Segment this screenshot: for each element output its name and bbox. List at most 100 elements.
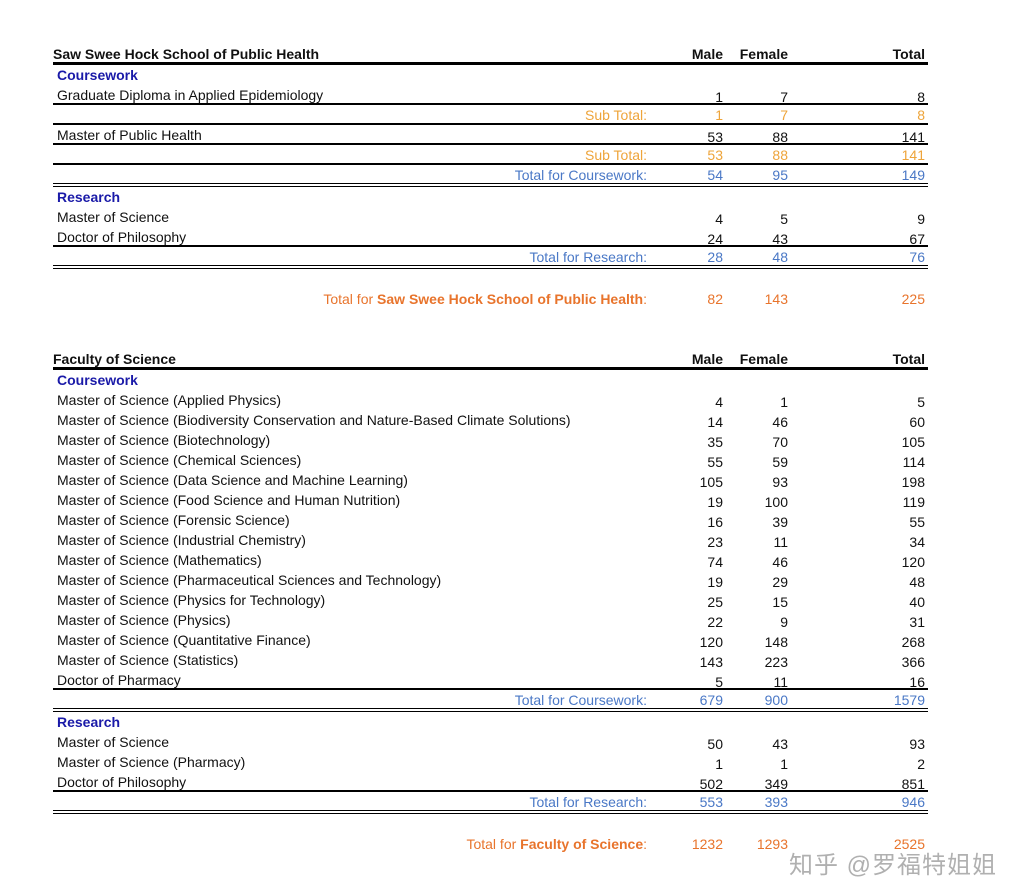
- total-count: 2: [917, 756, 925, 772]
- table-row: Master of Science (Forensic Science) 16 39…: [53, 510, 928, 530]
- row-label: Master of Science (Mathematics): [57, 552, 262, 568]
- female-count: 11: [773, 534, 788, 550]
- table-row: Master of Science (Chemical Sciences) 55 5…: [53, 450, 928, 470]
- total-count: 119: [902, 494, 925, 510]
- table-row: Graduate Diploma in Applied Epidemiology…: [53, 85, 928, 105]
- table-row: Master of Science (Applied Physics) 4 1 5: [53, 390, 928, 410]
- grand-suffix: :: [643, 291, 647, 307]
- table-row: Doctor of Philosophy 502 349 851: [53, 772, 928, 792]
- grand-female: 1293: [756, 836, 788, 852]
- row-label: Total for Research:: [529, 794, 648, 810]
- row-label: Master of Science (Physics for Technolog…: [57, 592, 326, 608]
- male-count: 553: [699, 794, 723, 810]
- table-row: Master of Science (Biodiversity Conserva…: [53, 410, 928, 430]
- row-label: Master of Science (Physics): [57, 612, 231, 628]
- total-count: 8: [917, 89, 925, 105]
- grand-prefix: Total for: [323, 291, 378, 307]
- subtotal-row: Sub Total: 1 7 8: [53, 105, 928, 125]
- grand-total: 225: [901, 291, 925, 307]
- row-label: Total for Research:: [529, 249, 648, 265]
- section-label: Coursework: [57, 372, 138, 388]
- male-count: 14: [707, 414, 723, 430]
- male-count: 143: [699, 654, 723, 670]
- female-count: 393: [764, 794, 788, 810]
- grand-total-label: Total for Saw Swee Hock School of Public…: [53, 289, 649, 309]
- col-male: Male: [691, 46, 723, 62]
- table-row: Doctor of Pharmacy 5 11 16: [53, 670, 928, 690]
- male-count: 120: [699, 634, 723, 650]
- grand-total: 2525: [893, 836, 925, 852]
- female-count: 5: [780, 211, 788, 227]
- row-label: Graduate Diploma in Applied Epidemiology: [57, 87, 324, 103]
- grand-total-label: Total for Faculty of Science:: [53, 834, 649, 854]
- enrolment-tables: Saw Swee Hock School of Public Health Mal…: [53, 44, 928, 894]
- table-row: Master of Science (Pharmaceutical Scienc…: [53, 570, 928, 590]
- table-row: Master of Science (Data Science and Mach…: [53, 470, 928, 490]
- female-count: 95: [772, 167, 788, 183]
- faculty-title: Saw Swee Hock School of Public Health: [53, 46, 320, 62]
- total-count: 851: [901, 776, 925, 792]
- total-row: Total for Coursework: 54 95 149: [53, 165, 928, 187]
- total-count: 198: [901, 474, 925, 490]
- female-count: 223: [764, 654, 788, 670]
- female-count: 15: [772, 594, 788, 610]
- female-count: 59: [772, 454, 788, 470]
- total-row: Total for Coursework: 679 900 1579: [53, 690, 928, 712]
- row-label: Master of Science (Forensic Science): [57, 512, 290, 528]
- row-label: Master of Science (Food Science and Huma…: [57, 492, 401, 508]
- female-count: 39: [772, 514, 788, 530]
- grand-faculty-name: Faculty of Science: [520, 836, 644, 852]
- female-count: 9: [780, 614, 788, 630]
- row-label: Total for Coursework:: [514, 692, 647, 708]
- male-count: 22: [707, 614, 723, 630]
- male-count: 53: [707, 147, 723, 163]
- female-count: 43: [772, 231, 788, 247]
- total-count: 114: [902, 454, 925, 470]
- total-count: 268: [901, 634, 925, 650]
- male-count: 54: [707, 167, 723, 183]
- female-count: 48: [772, 249, 788, 265]
- table-row: Master of Science 4 5 9: [53, 207, 928, 227]
- total-count: 141: [901, 129, 925, 145]
- table-row: Master of Science 50 43 93: [53, 732, 928, 752]
- row-label: Master of Science (Chemical Sciences): [57, 452, 302, 468]
- total-count: 34: [909, 534, 925, 550]
- total-count: 60: [909, 414, 925, 430]
- female-count: 43: [772, 736, 788, 752]
- row-label: Master of Science (Quantitative Finance): [57, 632, 311, 648]
- grand-male: 82: [707, 291, 723, 307]
- total-count: 946: [901, 794, 925, 810]
- row-label: Master of Science (Industrial Chemistry): [57, 532, 306, 548]
- faculty-title: Faculty of Science: [53, 351, 176, 367]
- table-row: Doctor of Philosophy 24 43 67: [53, 227, 928, 247]
- grand-total-row: Total for Saw Swee Hock School of Public…: [53, 289, 928, 309]
- row-label: Master of Science (Data Science and Mach…: [57, 472, 408, 488]
- grand-prefix: Total for: [466, 836, 521, 852]
- section-label: Research: [57, 714, 121, 730]
- total-count: 1579: [893, 692, 925, 708]
- row-label: Master of Science: [57, 209, 170, 225]
- subtotal-row: Sub Total: 53 88 141: [53, 145, 928, 165]
- female-count: 148: [764, 634, 788, 650]
- table-row: Master of Science (Food Science and Huma…: [53, 490, 928, 510]
- table-row: Master of Science (Physics) 22 9 31: [53, 610, 928, 630]
- female-count: 1: [780, 756, 788, 772]
- total-count: 8: [917, 107, 925, 123]
- section-heading: Coursework: [53, 370, 928, 390]
- watermark: 知乎 @罗福特姐姐: [788, 852, 997, 879]
- male-count: 4: [715, 211, 723, 227]
- row-label: Master of Science (Pharmacy): [57, 754, 246, 770]
- col-male: Male: [691, 351, 723, 367]
- female-count: 70: [772, 434, 788, 450]
- row-label: Master of Science (Applied Physics): [57, 392, 282, 408]
- row-label: Master of Science (Biodiversity Conserva…: [57, 412, 571, 428]
- row-label: Master of Science: [57, 734, 170, 750]
- male-count: 502: [699, 776, 723, 792]
- col-total: Total: [892, 351, 925, 367]
- male-count: 35: [707, 434, 723, 450]
- table-row: Master of Science (Mathematics) 74 46 120: [53, 550, 928, 570]
- female-count: 29: [772, 574, 788, 590]
- section-label: Coursework: [57, 67, 138, 83]
- section-heading: Coursework: [53, 65, 928, 85]
- female-count: 11: [773, 674, 788, 690]
